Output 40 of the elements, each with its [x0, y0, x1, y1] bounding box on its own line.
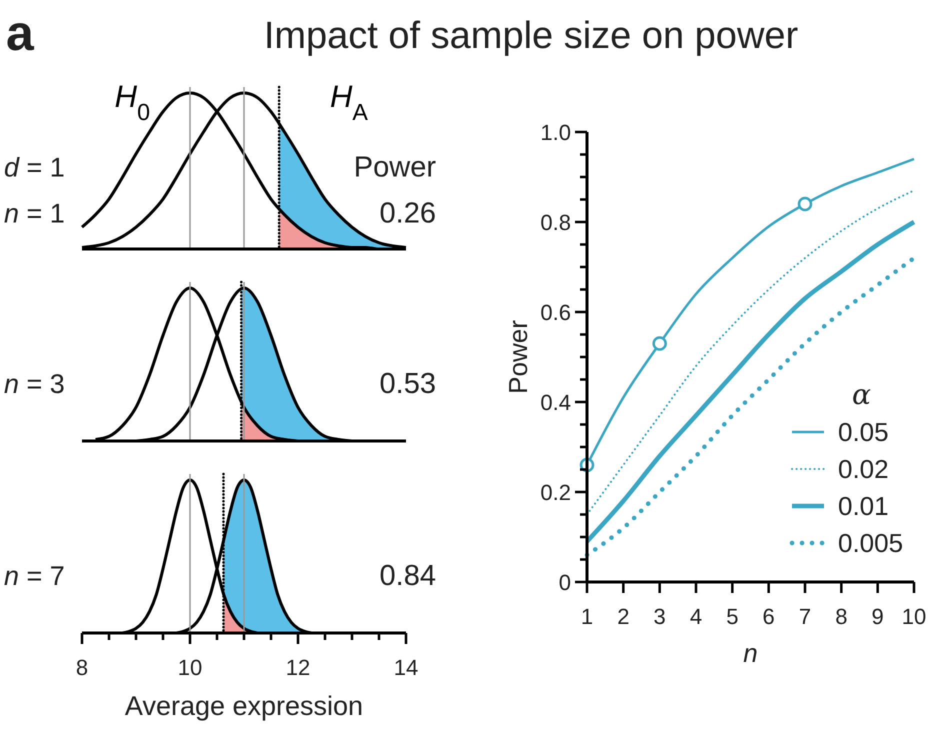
x-tick-label: 14	[394, 655, 418, 680]
x-tick-label: 8	[835, 604, 848, 629]
text: n = 3	[4, 368, 65, 399]
annotation: 0.84	[380, 560, 436, 592]
x-tick-label: 7	[798, 604, 812, 629]
annotation: 0.26	[380, 198, 436, 230]
text: d = 1	[4, 152, 65, 183]
annotation: 0.53	[380, 368, 436, 400]
x-tick-label: 6	[762, 604, 775, 629]
text: n = 1	[4, 198, 65, 229]
x-axis-title: Average expression	[124, 691, 364, 721]
y-tick-label: 0.2	[540, 480, 571, 505]
y-tick-label: 0.6	[540, 300, 571, 325]
annotation: Power	[354, 152, 436, 184]
y-tick-label: 1.0	[540, 120, 571, 145]
x-tick-label: 10	[178, 655, 202, 680]
legend-label: 0.05	[838, 417, 889, 447]
x-tick-label: 4	[690, 604, 702, 629]
y-tick-label: 0.4	[540, 390, 571, 415]
text: Impact of sample size on power	[264, 15, 799, 57]
x-tick-label: 9	[872, 604, 884, 629]
series-label: H$_{0}$	[114, 79, 150, 125]
y-axis-title: Power	[503, 320, 533, 394]
y-tick-label: 0	[558, 570, 571, 595]
x-tick-label: 12	[286, 655, 310, 680]
x-tick-label: 10	[902, 604, 926, 629]
legend-label: 0.005	[838, 528, 904, 558]
text: a	[6, 5, 35, 61]
x-tick-label: 5	[726, 604, 738, 629]
y-tick-label: 0.8	[540, 210, 571, 235]
x-tick-label: 8	[76, 655, 88, 680]
x-axis-title: n	[743, 638, 758, 668]
legend-title: α	[852, 378, 871, 411]
legend-label: 0.02	[838, 454, 889, 484]
x-tick-label: 2	[617, 604, 630, 629]
series-label: H$_{A}$	[330, 79, 368, 125]
x-tick-label: 3	[654, 604, 666, 629]
legend-label: 0.01	[838, 491, 889, 521]
text: n = 7	[4, 560, 65, 591]
x-tick-label: 1	[580, 604, 594, 629]
